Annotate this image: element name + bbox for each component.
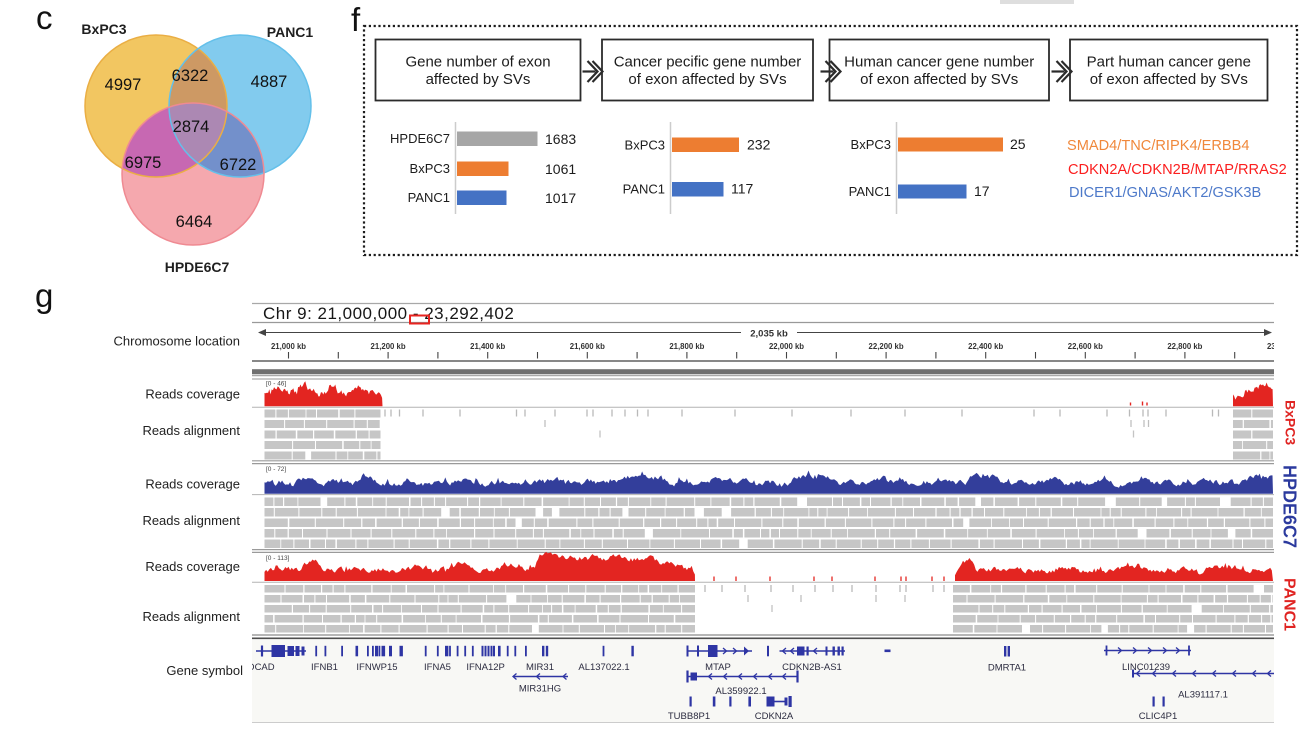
svg-text:25: 25 [1010,136,1026,152]
svg-text:FOCAD: FOCAD [241,662,274,673]
svg-text:1683: 1683 [545,131,576,147]
svg-text:21,200 kb: 21,200 kb [371,342,406,351]
svg-text:MIR31: MIR31 [526,662,554,673]
svg-text:BxPC3: BxPC3 [851,137,891,152]
svg-text:MTAP: MTAP [705,662,731,673]
svg-text:22,200 kb: 22,200 kb [869,342,904,351]
svg-text:Reads coverage: Reads coverage [145,559,240,574]
svg-text:2,035 kb: 2,035 kb [750,329,788,340]
svg-text:TUBB8P1: TUBB8P1 [668,711,710,722]
svg-text:PANC1: PANC1 [1281,578,1298,631]
svg-text:6722: 6722 [220,156,257,174]
svg-text:AL137022.1: AL137022.1 [578,662,629,673]
svg-text:PANC1: PANC1 [267,24,314,40]
svg-text:21,800 kb: 21,800 kb [669,342,704,351]
svg-text:Part human cancer gene: Part human cancer gene [1087,54,1251,71]
svg-text:CDKN2A/CDKN2B/MTAP/RRAS2: CDKN2A/CDKN2B/MTAP/RRAS2 [1068,162,1287,178]
svg-text:BxPC3: BxPC3 [81,21,126,37]
svg-text:[0 - 113]: [0 - 113] [266,555,290,562]
svg-text:HPDE6C7: HPDE6C7 [390,131,450,146]
svg-text:BxPC3: BxPC3 [625,138,665,153]
svg-text:of exon affected by SVs: of exon affected by SVs [860,71,1018,88]
svg-text:IFNB1: IFNB1 [311,662,338,673]
svg-text:4887: 4887 [251,73,288,91]
svg-text:SMAD4/TNC/RIPK4/ERBB4: SMAD4/TNC/RIPK4/ERBB4 [1067,138,1249,154]
svg-text:IFNA12P: IFNA12P [466,662,505,673]
svg-text:PANC1: PANC1 [849,184,891,199]
svg-text:CDKN2B-AS1: CDKN2B-AS1 [782,662,842,673]
svg-text:Reads alignment: Reads alignment [142,423,240,438]
svg-text:PANC1: PANC1 [623,182,665,197]
svg-text:IFNWP15: IFNWP15 [356,662,397,673]
svg-text:23,000 kb: 23,000 kb [1267,342,1302,351]
svg-text:21,600 kb: 21,600 kb [570,342,605,351]
svg-text:Reads alignment: Reads alignment [142,513,240,528]
svg-text:BxPC3: BxPC3 [1283,400,1299,445]
svg-text:22,800 kb: 22,800 kb [1167,342,1202,351]
svg-text:PANC1: PANC1 [408,190,450,205]
svg-text:HPDE6C7: HPDE6C7 [1280,465,1300,548]
svg-text:6464: 6464 [176,213,213,231]
svg-text:AL359922.1: AL359922.1 [715,686,766,697]
svg-text:21,000 kb: 21,000 kb [271,342,306,351]
svg-text:CDKN2A: CDKN2A [755,711,794,722]
svg-text:of exon affected by SVs: of exon affected by SVs [628,71,786,88]
svg-text:BxPC3: BxPC3 [410,161,450,176]
svg-text:c: c [36,0,53,36]
svg-text:Cancer pecific gene number: Cancer pecific gene number [614,54,802,71]
svg-text:Gene symbol: Gene symbol [166,663,243,678]
svg-text:21,400 kb: 21,400 kb [470,342,505,351]
svg-text:22,400 kb: 22,400 kb [968,342,1003,351]
svg-text:DMRTA1: DMRTA1 [988,663,1026,674]
svg-text:22,600 kb: 22,600 kb [1068,342,1103,351]
svg-text:DICER1/GNAS/AKT2/GSK3B: DICER1/GNAS/AKT2/GSK3B [1069,185,1261,201]
svg-text:of exon affected by SVs: of exon affected by SVs [1090,71,1248,88]
svg-text:Reads coverage: Reads coverage [145,387,240,402]
svg-text:Reads alignment: Reads alignment [142,609,240,624]
svg-text:g: g [35,277,53,314]
svg-text:1017: 1017 [545,190,576,206]
svg-text:117: 117 [731,181,754,197]
svg-text:22,000 kb: 22,000 kb [769,342,804,351]
svg-text:1061: 1061 [545,161,576,177]
svg-text:IFNA5: IFNA5 [424,662,451,673]
svg-text:CLIC4P1: CLIC4P1 [1139,711,1178,722]
svg-text:6975: 6975 [125,154,162,172]
svg-text:17: 17 [974,183,990,199]
svg-text:[0 - 46]: [0 - 46] [266,381,286,388]
svg-text:Gene number of exon: Gene number of exon [405,54,550,71]
svg-text:HPDE6C7: HPDE6C7 [165,259,230,275]
svg-text:2874: 2874 [173,118,210,136]
svg-text:Human cancer gene number: Human cancer gene number [844,54,1034,71]
svg-text:232: 232 [747,137,771,153]
svg-text:Chr 9: 21,000,000 - 23,292,402: Chr 9: 21,000,000 - 23,292,402 [263,304,514,323]
svg-text:[0 - 72]: [0 - 72] [266,466,286,473]
svg-text:AL391117.1: AL391117.1 [1178,690,1228,701]
svg-text:MIR31HG: MIR31HG [519,684,561,695]
svg-text:4997: 4997 [105,76,142,94]
svg-text:Chromosome location: Chromosome location [114,334,240,349]
svg-text:f: f [351,1,361,38]
svg-text:6322: 6322 [172,67,209,85]
svg-text:affected by SVs: affected by SVs [426,71,531,88]
svg-text:LINC01239: LINC01239 [1122,662,1170,673]
svg-text:Reads coverage: Reads coverage [145,477,240,492]
